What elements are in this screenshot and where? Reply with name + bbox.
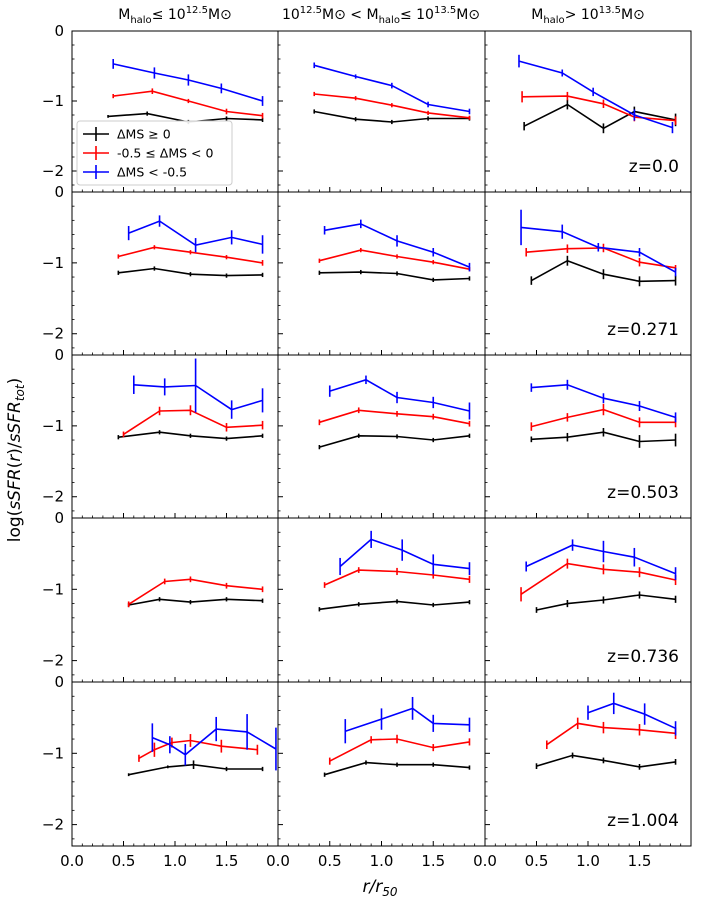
series-2-r2-c1 bbox=[328, 375, 471, 420]
panel-r2-c2: z=0.503 bbox=[484, 354, 692, 519]
series-0-r4-c1 bbox=[323, 760, 471, 777]
panel-r4-c2: 0.0 0.5 1.0 1.5 z=1.004 bbox=[473, 681, 692, 870]
y-tick-label: 0 bbox=[54, 183, 64, 201]
panel-r3-c2: z=0.736 bbox=[484, 517, 692, 683]
legend-label: ΔMS < -0.5 bbox=[117, 165, 187, 180]
legend-label: -0.5 ≤ ΔMS < 0 bbox=[117, 146, 214, 161]
series-0-r4-c2 bbox=[535, 752, 677, 770]
series-0-r4-c0 bbox=[127, 760, 264, 777]
x-tick-label: 1.0 bbox=[370, 852, 394, 870]
series-0-r2-c0 bbox=[117, 430, 264, 441]
redshift-label: z=0.736 bbox=[607, 647, 679, 667]
panel-r4-c0: 0 −1 −2 0.0 0.5 1.0 1.5 bbox=[42, 673, 279, 870]
panel-r2-c0: 0 −1 −2 bbox=[42, 346, 279, 519]
redshift-label: z=0.503 bbox=[607, 483, 679, 503]
y-tick-label: 0 bbox=[54, 346, 64, 364]
series-0-r3-c1 bbox=[318, 599, 471, 612]
x-tick-label: 1.5 bbox=[421, 852, 445, 870]
series-2-r1-c0 bbox=[127, 215, 264, 254]
y-tick-label: −2 bbox=[42, 816, 64, 834]
series-2-r1-c1 bbox=[323, 219, 471, 272]
series-1-r2-c0 bbox=[122, 405, 264, 438]
series-1-r3-c0 bbox=[127, 576, 264, 608]
column-title-0: Mhalo≤ 1012.5M⊙ bbox=[118, 5, 232, 26]
y-tick-label: −2 bbox=[42, 488, 64, 506]
series-1-r4-c1 bbox=[328, 734, 471, 765]
column-title-1: 1012.5M⊙ < Mhalo≤ 1013.5M⊙ bbox=[282, 5, 480, 26]
series-0-r2-c2 bbox=[530, 427, 677, 448]
y-tick-label: −2 bbox=[42, 162, 64, 180]
y-tick-label: −2 bbox=[42, 652, 64, 670]
series-1-r0-c0 bbox=[112, 88, 264, 119]
x-tick-label: 1.5 bbox=[628, 852, 652, 870]
legend-label: ΔMS ≥ 0 bbox=[117, 127, 171, 142]
series-line bbox=[587, 702, 676, 730]
x-tick-label: 1.0 bbox=[163, 852, 187, 870]
series-0-r3-c2 bbox=[535, 591, 677, 613]
series-2-r2-c0 bbox=[133, 358, 264, 419]
y-tick-label: −1 bbox=[42, 92, 64, 110]
series-2-r1-c2 bbox=[520, 209, 677, 277]
series-2-r4-c2 bbox=[587, 692, 677, 736]
series-2-r4-c0 bbox=[151, 714, 277, 771]
series-line bbox=[151, 728, 277, 756]
x-tick-label: 0.0 bbox=[60, 852, 84, 870]
series-0-r2-c1 bbox=[318, 433, 471, 450]
x-tick-label: 0.0 bbox=[473, 852, 497, 870]
y-axis-title: log(sSFR(r)/sSFRtot) bbox=[5, 378, 27, 542]
series-2-r0-c2 bbox=[518, 54, 674, 134]
panels-layer: 0 −1 −2 z=0.0 0 −1 −2 z=0.271 0 −1 −2 z=0.503 0 −1 −2 z… bbox=[42, 22, 692, 870]
x-tick-label: 0.0 bbox=[266, 852, 290, 870]
x-tick-label: 1.5 bbox=[215, 852, 239, 870]
y-tick-label: 0 bbox=[54, 22, 64, 40]
series-0-r1-c2 bbox=[530, 255, 677, 287]
series-2-r2-c2 bbox=[530, 379, 677, 423]
x-tick-label: 0.5 bbox=[112, 852, 136, 870]
y-tick-label: −1 bbox=[42, 417, 64, 435]
redshift-label: z=0.271 bbox=[607, 320, 679, 340]
panel-r4-c1: 0.0 0.5 1.0 1.5 bbox=[266, 681, 486, 870]
y-tick-label: −1 bbox=[42, 744, 64, 762]
series-0-r1-c1 bbox=[318, 269, 471, 283]
series-0-r1-c0 bbox=[117, 266, 264, 278]
x-tick-label: 0.5 bbox=[525, 852, 549, 870]
series-1-r2-c1 bbox=[318, 407, 471, 427]
x-tick-label: 1.0 bbox=[576, 852, 600, 870]
series-2-r0-c1 bbox=[313, 62, 471, 115]
y-tick-label: −1 bbox=[42, 580, 64, 598]
column-title-2: Mhalo> 1013.5M⊙ bbox=[531, 5, 645, 26]
series-2-r3-c2 bbox=[525, 539, 677, 581]
series-2-r0-c0 bbox=[112, 59, 264, 106]
series-2-r3-c1 bbox=[339, 530, 471, 576]
y-tick-label: −2 bbox=[42, 325, 64, 343]
legend: ΔMS ≥ 0 -0.5 ≤ ΔMS < 0 ΔMS < -0.5 bbox=[76, 120, 233, 186]
y-tick-label: −1 bbox=[42, 254, 64, 272]
x-tick-label: 0.5 bbox=[318, 852, 342, 870]
panel-r0-c2: z=0.0 bbox=[484, 30, 692, 193]
redshift-label: z=0.0 bbox=[629, 157, 679, 177]
column-titles: Mhalo≤ 1012.5M⊙ 1012.5M⊙ < Mhalo≤ 1013.5M… bbox=[118, 5, 645, 26]
series-2-r4-c1 bbox=[344, 696, 471, 744]
panel-r1-c0: 0 −1 −2 bbox=[42, 183, 279, 356]
redshift-label: z=1.004 bbox=[607, 811, 679, 831]
y-tick-label: 0 bbox=[54, 673, 64, 691]
series-1-r0-c1 bbox=[313, 91, 471, 120]
y-tick-label: 0 bbox=[54, 509, 64, 527]
series-1-r1-c0 bbox=[117, 245, 264, 266]
legend-box bbox=[76, 120, 233, 186]
